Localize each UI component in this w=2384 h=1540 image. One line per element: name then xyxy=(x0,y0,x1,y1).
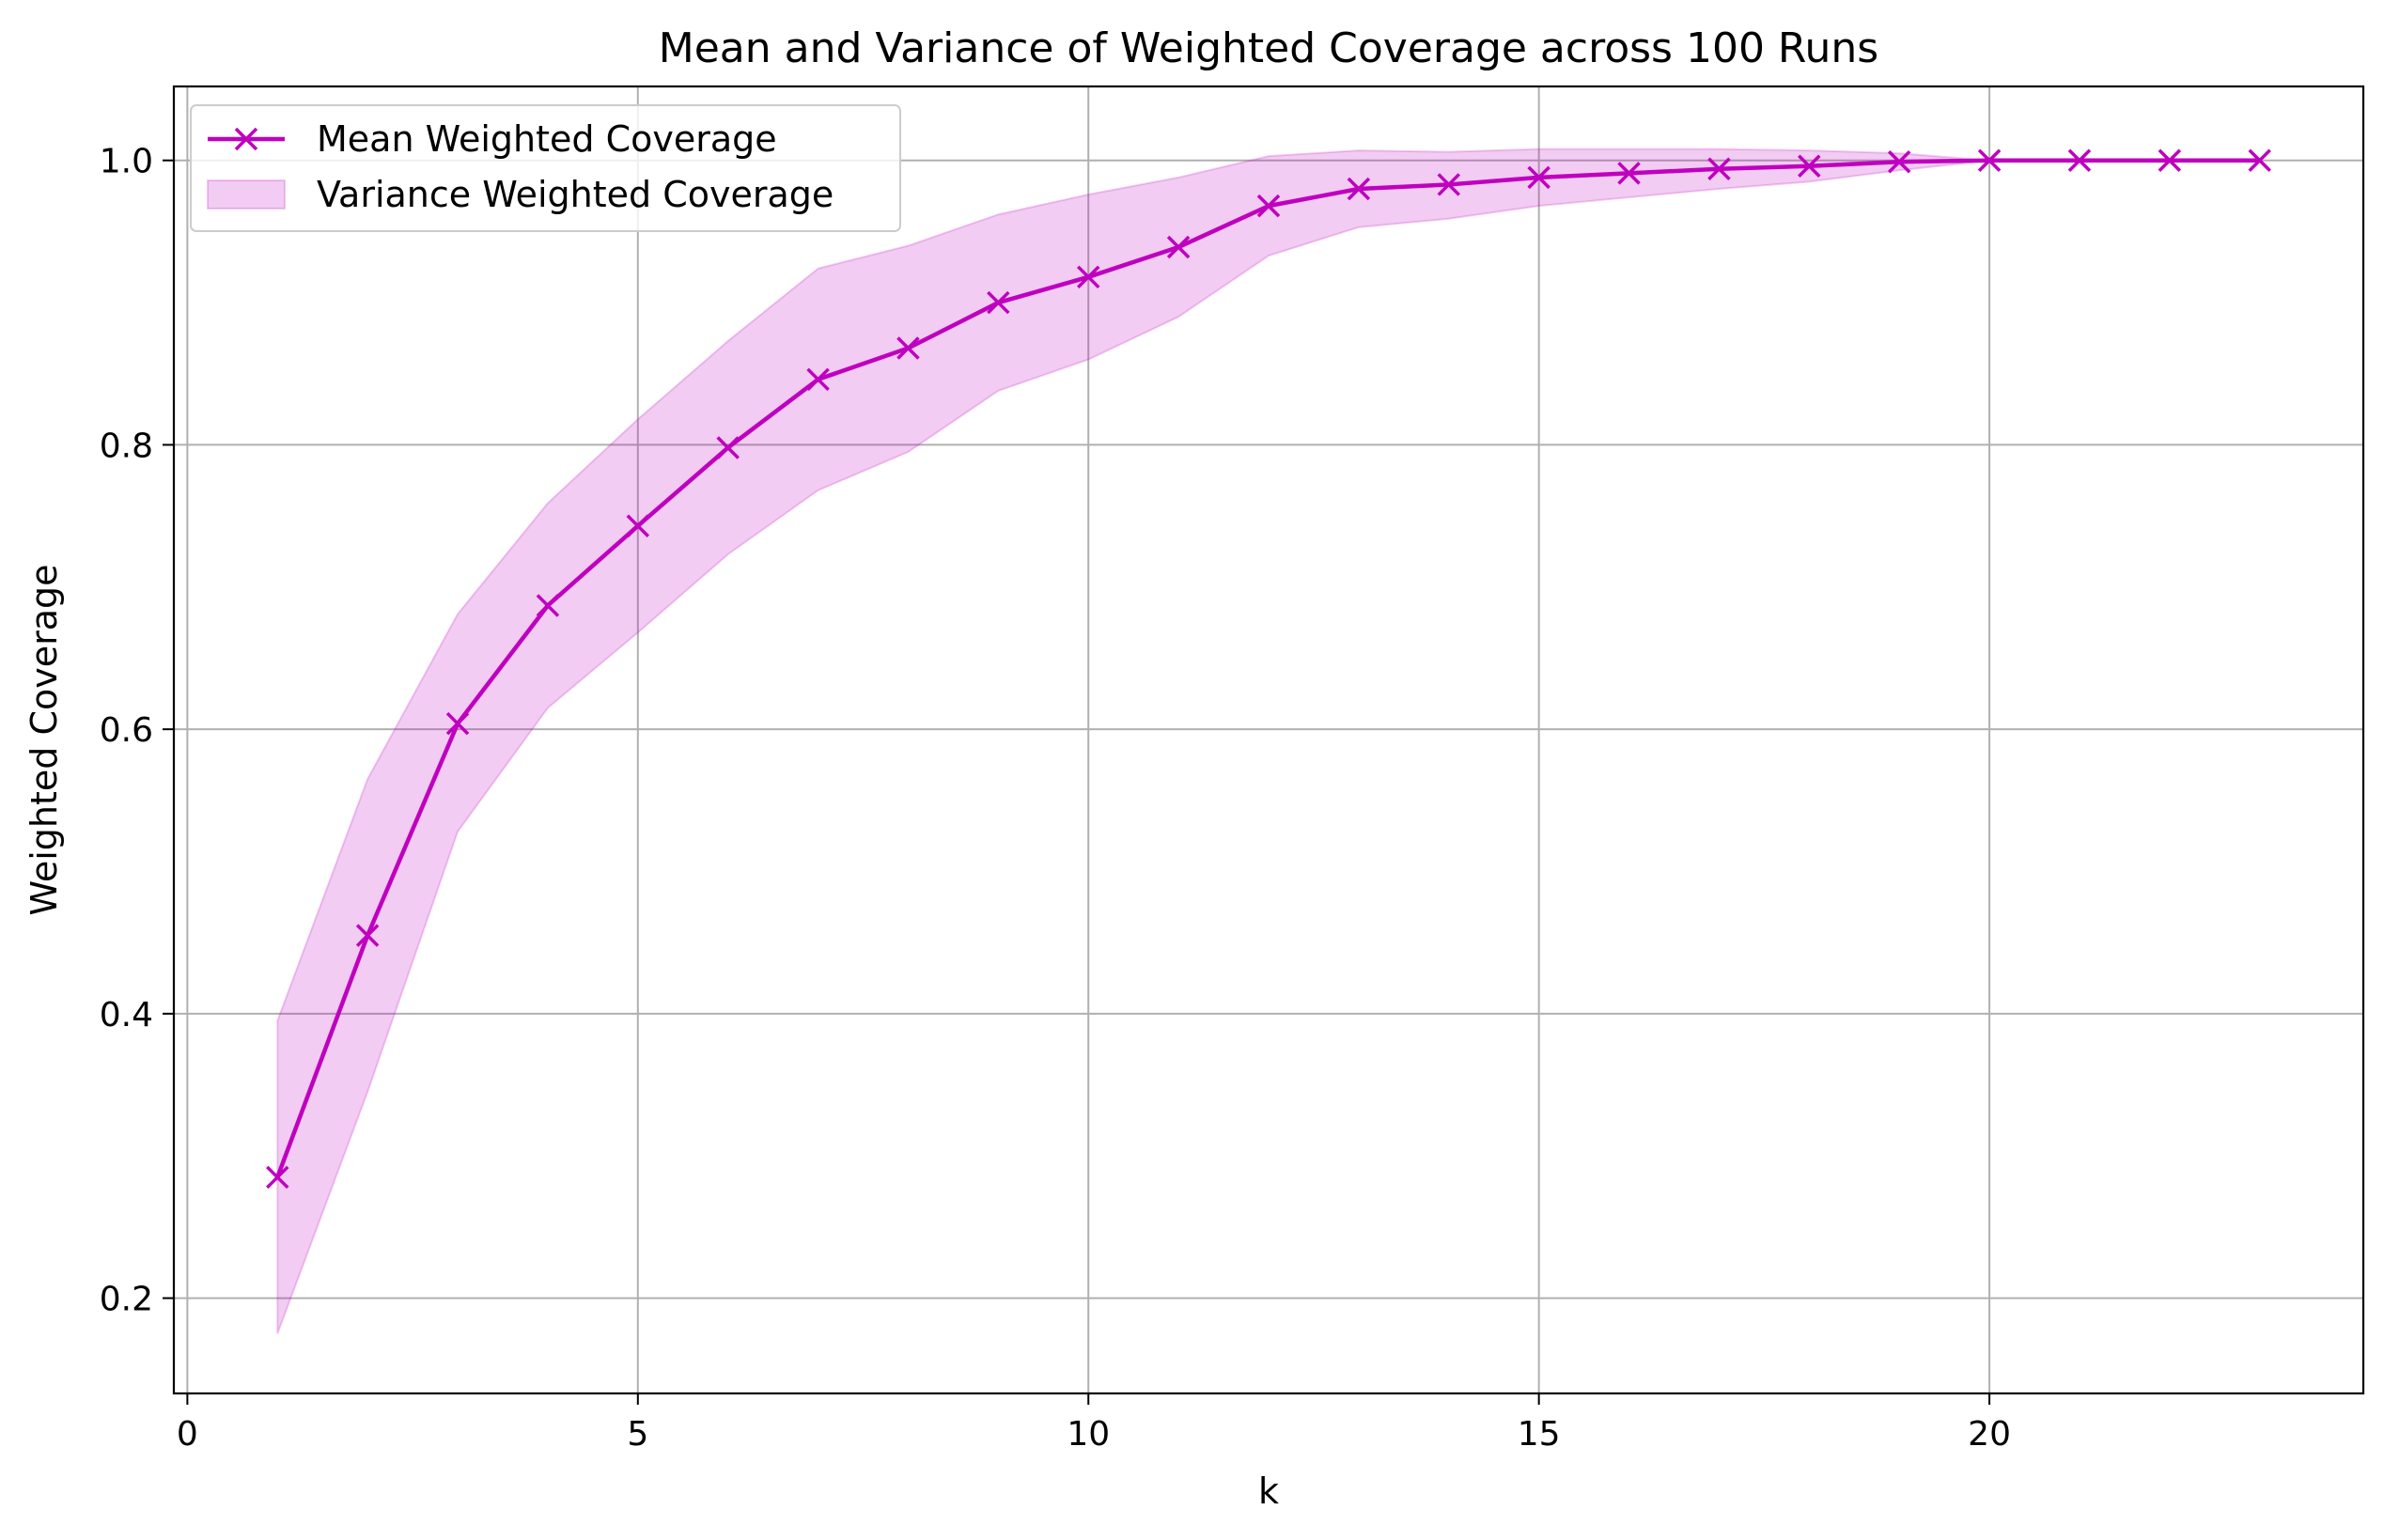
mean-point-marker xyxy=(355,924,380,947)
legend-variance-label: Variance Weighted Coverage xyxy=(317,174,834,215)
y-tick-label: 1.0 xyxy=(100,143,153,181)
y-tick-label: 0.2 xyxy=(100,1281,153,1319)
variance-band-layer xyxy=(276,148,1990,1334)
mean-point-marker xyxy=(1798,154,1821,178)
mean-point-marker xyxy=(1887,149,1911,174)
mean-point-marker xyxy=(1166,235,1191,259)
mean-point-marker xyxy=(1256,194,1281,218)
x-tick-label: 0 xyxy=(177,1415,198,1454)
mean-point-marker xyxy=(1977,148,2002,172)
mean-point-marker xyxy=(626,514,650,537)
legend: Mean Weighted Coverage Variance Weighted… xyxy=(190,104,901,232)
mean-point-marker xyxy=(266,1165,289,1190)
y-tick-label: 0.8 xyxy=(100,427,153,465)
x-axis-label: k xyxy=(1258,1470,1279,1512)
mean-point-marker xyxy=(2067,148,2092,172)
mean-point-marker xyxy=(1347,177,1371,201)
mean-point-marker xyxy=(2158,148,2182,172)
mean-point-marker xyxy=(806,367,830,392)
mean-point-marker xyxy=(896,336,920,360)
legend-mean-marker xyxy=(234,127,258,151)
legend-box xyxy=(190,104,901,232)
legend-mean-label: Mean Weighted Coverage xyxy=(317,118,777,160)
mean-point-marker xyxy=(2248,148,2271,172)
mean-point-marker xyxy=(445,711,470,736)
x-tick-label: 10 xyxy=(1067,1415,1110,1454)
x-axis-ticks: 0 5 10 15 20 xyxy=(177,1393,2011,1454)
mean-point-marker xyxy=(1617,162,1641,185)
x-tick-label: 20 xyxy=(1968,1415,2011,1454)
y-tick-label: 0.4 xyxy=(100,996,153,1034)
mean-marker-layer xyxy=(266,148,2271,1190)
y-axis-ticks: 0.2 0.4 0.6 0.8 1.0 xyxy=(100,143,174,1319)
mean-point-marker xyxy=(1076,265,1100,289)
chart-title: Mean and Variance of Weighted Coverage a… xyxy=(659,24,1878,72)
x-tick-label: 5 xyxy=(627,1415,648,1454)
y-tick-label: 0.6 xyxy=(100,711,153,750)
y-axis-label: Weighted Coverage xyxy=(23,564,65,915)
mean-point-marker xyxy=(1437,173,1461,196)
legend-variance-swatch xyxy=(207,179,286,210)
mean-point-marker xyxy=(987,290,1010,315)
variance-band xyxy=(276,148,1990,1334)
mean-point-marker xyxy=(1527,165,1550,190)
mean-point-marker xyxy=(1707,157,1731,181)
plot-frame xyxy=(172,85,2365,1395)
x-tick-label: 15 xyxy=(1518,1415,1561,1454)
mean-point-marker xyxy=(716,436,740,459)
mean-point-marker xyxy=(536,594,560,617)
